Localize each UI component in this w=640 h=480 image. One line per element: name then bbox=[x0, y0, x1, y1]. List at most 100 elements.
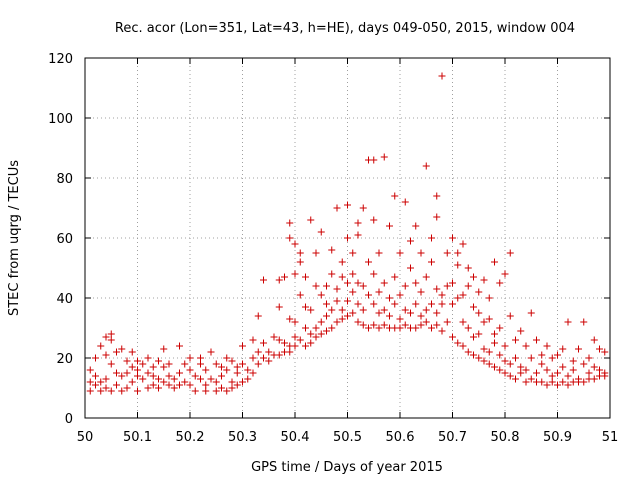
data-point bbox=[249, 369, 257, 377]
data-point bbox=[491, 363, 498, 371]
data-point bbox=[317, 291, 325, 299]
data-point bbox=[412, 222, 420, 230]
data-point bbox=[380, 321, 388, 329]
data-point bbox=[475, 354, 483, 362]
data-point bbox=[265, 348, 273, 356]
data-point bbox=[92, 372, 99, 380]
data-point bbox=[302, 342, 309, 350]
data-point bbox=[533, 336, 540, 344]
y-tick-label: 0 bbox=[65, 412, 73, 427]
data-point bbox=[107, 330, 115, 338]
data-point bbox=[396, 324, 404, 332]
data-point bbox=[496, 279, 504, 287]
data-point bbox=[538, 360, 546, 368]
data-point bbox=[370, 300, 378, 308]
data-point bbox=[543, 381, 551, 389]
data-point bbox=[438, 72, 446, 80]
data-point bbox=[354, 231, 362, 239]
data-point bbox=[517, 327, 525, 335]
data-point bbox=[454, 261, 462, 269]
data-point bbox=[228, 357, 236, 365]
data-point bbox=[123, 384, 131, 392]
data-point bbox=[412, 300, 420, 308]
data-point bbox=[233, 363, 241, 371]
data-point bbox=[92, 381, 99, 389]
data-point bbox=[102, 351, 110, 359]
data-point bbox=[601, 348, 609, 356]
data-point bbox=[144, 384, 152, 392]
data-point bbox=[144, 354, 152, 362]
data-point bbox=[328, 324, 336, 332]
data-point bbox=[149, 381, 157, 389]
data-point bbox=[328, 246, 336, 254]
data-point bbox=[197, 354, 204, 362]
data-point bbox=[239, 342, 246, 350]
data-point bbox=[380, 306, 388, 314]
data-point bbox=[575, 345, 582, 353]
data-point bbox=[401, 321, 409, 329]
data-point bbox=[554, 381, 561, 389]
data-point bbox=[375, 324, 383, 332]
data-point bbox=[396, 315, 404, 323]
data-point bbox=[275, 303, 283, 311]
data-point bbox=[449, 279, 456, 287]
data-point bbox=[548, 378, 556, 386]
data-point bbox=[333, 318, 341, 326]
data-point bbox=[365, 324, 372, 332]
data-point bbox=[286, 348, 294, 356]
data-point bbox=[260, 339, 267, 347]
data-point bbox=[459, 291, 467, 299]
data-point bbox=[349, 249, 357, 257]
y-tick-label: 100 bbox=[48, 112, 73, 127]
data-point bbox=[401, 306, 409, 314]
data-point bbox=[239, 360, 246, 368]
data-point bbox=[470, 303, 477, 311]
data-point bbox=[506, 249, 514, 257]
data-point bbox=[212, 378, 220, 386]
data-point bbox=[433, 192, 441, 200]
data-point bbox=[428, 234, 435, 242]
data-point bbox=[160, 345, 168, 353]
data-point bbox=[485, 360, 493, 368]
data-point bbox=[233, 381, 241, 389]
data-point bbox=[422, 306, 430, 314]
data-point bbox=[391, 300, 399, 308]
data-point bbox=[197, 360, 204, 368]
data-point bbox=[233, 369, 241, 377]
data-point bbox=[375, 309, 383, 317]
data-point bbox=[291, 333, 299, 341]
data-point bbox=[548, 354, 556, 362]
data-point bbox=[128, 363, 136, 371]
data-point bbox=[296, 249, 304, 257]
data-point bbox=[501, 369, 509, 377]
data-point bbox=[212, 360, 220, 368]
data-point bbox=[118, 387, 126, 395]
data-point bbox=[470, 351, 477, 359]
data-point bbox=[275, 351, 283, 359]
x-tick-label: 50.6 bbox=[386, 430, 415, 445]
data-point bbox=[302, 324, 309, 332]
data-points bbox=[86, 72, 609, 395]
data-point bbox=[170, 384, 178, 392]
data-point bbox=[281, 273, 288, 281]
data-point bbox=[422, 273, 430, 281]
data-point bbox=[501, 342, 509, 350]
data-point bbox=[97, 378, 105, 386]
data-point bbox=[543, 366, 551, 374]
data-point bbox=[207, 348, 215, 356]
data-point bbox=[475, 330, 483, 338]
data-point bbox=[559, 363, 567, 371]
data-point bbox=[286, 315, 294, 323]
data-point bbox=[113, 348, 120, 356]
data-point bbox=[354, 219, 362, 227]
data-point bbox=[165, 381, 173, 389]
data-point bbox=[323, 300, 330, 308]
data-point bbox=[155, 357, 162, 365]
data-point bbox=[212, 387, 220, 395]
data-point bbox=[286, 234, 294, 242]
data-point bbox=[601, 369, 609, 377]
data-point bbox=[522, 366, 530, 374]
data-point bbox=[454, 294, 462, 302]
data-point bbox=[491, 330, 498, 338]
data-point bbox=[349, 270, 357, 278]
